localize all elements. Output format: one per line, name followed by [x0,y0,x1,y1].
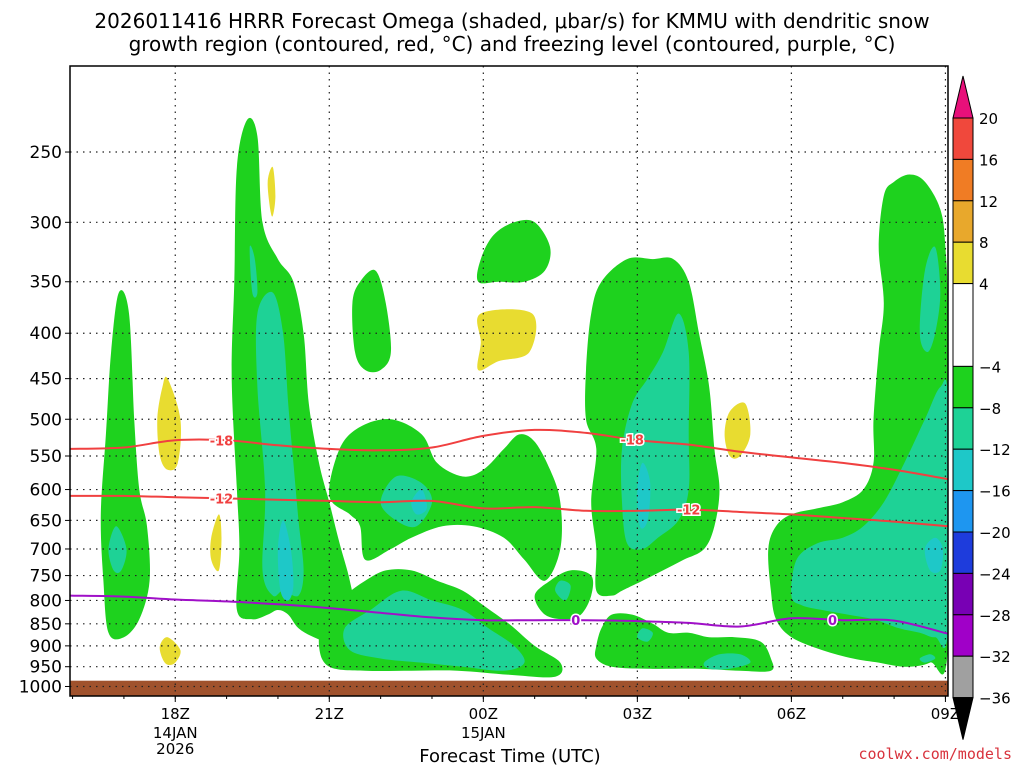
omega-region-20 [703,653,751,670]
ytick-label-950: 950 [30,658,62,678]
contour-label--12: -12 [677,504,701,519]
ytick-label-400: 400 [30,324,62,344]
grid-layer [70,66,948,696]
colorbar-label--36: −36 [979,690,1011,708]
ytick-label-350: 350 [30,273,62,293]
omega-region-6 [329,419,562,581]
colorbar-bin-8 [952,200,974,243]
colorbar-bin-4 [952,241,974,285]
xtick-label-03Z: 03Z [623,705,652,723]
ytick-label-850: 850 [30,615,62,635]
omega-region-25 [919,654,936,663]
colorbar-label--20: −20 [979,524,1011,542]
colorbar-bin--32 [952,614,974,657]
ytick-label-600: 600 [30,481,62,501]
colorbar-label--32: −32 [979,648,1011,666]
colorbar-bin-16 [952,117,974,160]
colorbar-bin--16 [952,448,974,492]
colorbar-bin--8 [952,365,974,409]
xtick-label-18Z: 18Z [161,705,190,723]
chart-title-line-1: 2026011416 HRRR Forecast Omega (shaded, … [94,9,930,33]
colorbar: 20 16 12 8 4 −4 −8 −12 −16 −20 −24 −28 −32 −36 [952,75,1011,740]
xtick-label-06Z: 06Z [777,705,806,723]
omega-region-27 [210,514,222,572]
omega-region-17 [637,462,651,529]
colorbar-label--4: −4 [979,358,1001,376]
colorbar-bin--36 [952,655,974,699]
colorbar-bin--24 [952,531,974,574]
colorbar-label--12: −12 [979,441,1011,459]
colorbar-arrow-top [952,75,974,119]
contour-layer [70,428,948,635]
contour-label--12: -12 [210,492,234,507]
ytick-label-900: 900 [30,637,62,657]
omega-region-4 [249,245,258,298]
chart-title-line-2: growth region (contoured, red, °C) and f… [128,32,896,56]
omega-region-23 [919,246,941,352]
xtick-label-09Z: 09Z [931,705,960,723]
colorbar-label--24: −24 [979,565,1011,583]
ytick-label-250: 250 [30,143,62,163]
xtick-sublabel-2026: 2026 [156,740,194,758]
ytick-label-800: 800 [30,591,62,611]
omega-region-12 [476,219,551,284]
colorbar-label--28: −28 [979,607,1011,625]
omega-region-26 [157,376,182,471]
colorbar-bin--28 [952,572,974,616]
omega-region-11 [352,269,392,373]
omega-region-1 [108,526,127,574]
colorbar-label-20: 20 [979,110,998,128]
omega-region-30 [477,309,537,371]
omega-region-24 [924,537,944,574]
ytick-label-750: 750 [30,567,62,587]
source-credit: coolwx.com/models [858,745,1012,763]
axis-layer: 2503003504004505005506006507007508008509… [19,143,960,758]
contour-label--18: -18 [620,434,644,449]
ground-below-surface [70,680,948,696]
ytick-label-550: 550 [30,447,62,467]
omega-region-10 [411,489,427,515]
ytick-label-450: 450 [30,370,62,390]
colorbar-label-16: 16 [979,151,998,169]
xtick-sublabel-14JAN: 14JAN [153,724,198,742]
omega-region-2 [231,117,356,642]
colorbar-label-12: 12 [979,193,998,211]
ytick-label-500: 500 [30,410,62,430]
ytick-label-700: 700 [30,540,62,560]
contour-line-dendritic--12 [70,494,948,528]
ytick-label-650: 650 [30,511,62,531]
contour-label-0: 0 [828,614,837,629]
contour-line-dendritic--18 [70,428,948,481]
omega-region-19 [637,628,653,642]
ytick-label-1000: 1000 [19,677,62,697]
xtick-label-00Z: 00Z [469,705,498,723]
xtick-label-21Z: 21Z [315,705,344,723]
contour-label--18: -18 [210,434,234,449]
x-axis-label: Forecast Time (UTC) [419,746,601,767]
contour-line-freezing-0 [70,594,948,635]
colorbar-label-8: 8 [979,234,989,252]
omega-region-5 [277,520,294,601]
colorbar-label--16: −16 [979,483,1011,501]
omega-region-22 [791,379,948,648]
omega-region-29 [267,166,276,217]
plot-frame [69,65,949,697]
colorbar-bin-12 [952,158,974,202]
colorbar-label-4: 4 [979,276,989,294]
ytick-label-300: 300 [30,213,62,233]
omega-region-31 [724,402,751,459]
contour-label-0: 0 [571,614,580,629]
colorbar-bin--4 [952,283,974,367]
colorbar-label--8: −8 [979,400,1001,418]
colorbar-bin--20 [952,490,974,533]
colorbar-arrow-bottom [952,697,974,740]
colorbar-bin--12 [952,407,974,450]
omega-region-14 [555,580,571,601]
omega-region-8 [343,590,525,671]
xtick-sublabel-15JAN: 15JAN [461,724,506,742]
contour-label-layer: -18 -18 -12 -12 0 0 [208,432,838,631]
